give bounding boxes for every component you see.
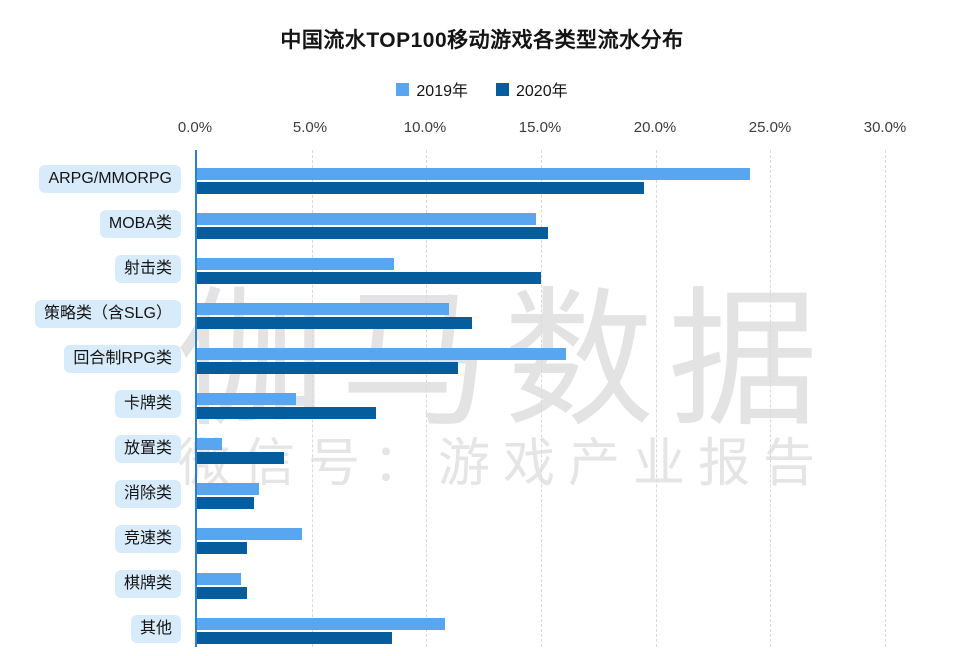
- bar-2020年-MOBA类: [197, 227, 548, 239]
- chart-title: 中国流水TOP100移动游戏各类型流水分布: [280, 29, 684, 52]
- bar-2020年-ARPG/MMORPG: [197, 182, 645, 194]
- x-axis-labels: 0.0% 5.0% 10.0% 15.0% 20.0% 25.0% 30.0%: [178, 119, 906, 139]
- watermark-wechat: 微信号：游戏产业报告: [178, 435, 829, 493]
- category-label: ARPG/MMORPG: [39, 165, 181, 193]
- bar-2019年-放置类: [197, 438, 223, 450]
- bar-2019年-射击类: [197, 258, 395, 270]
- legend-label-2020: 2020年: [516, 83, 568, 100]
- category-label-row: 射击类: [0, 240, 188, 285]
- legend-item-2019: 2019年: [396, 77, 468, 101]
- gridline: [770, 150, 772, 647]
- gridline: [885, 150, 886, 647]
- bar-2020年-竞速类: [197, 542, 248, 554]
- category-label-row: 消除类: [0, 465, 188, 510]
- bar-group: [197, 150, 885, 195]
- x-axis-tick-label: 5.0%: [292, 119, 328, 136]
- bar-group: [197, 600, 885, 645]
- category-label: 竞速类: [114, 525, 181, 553]
- category-label: 策略类（含SLG）: [34, 300, 181, 328]
- category-label: 放置类: [114, 435, 181, 463]
- legend-item-2020: 2020年: [496, 77, 568, 101]
- category-label: 其他: [130, 615, 181, 643]
- bar-group: [197, 555, 885, 600]
- bar-2020年-卡牌类: [197, 407, 376, 419]
- bar-2019年-棋牌类: [197, 573, 241, 585]
- gridline: [541, 150, 542, 647]
- category-label-row: 其他: [0, 600, 188, 645]
- bar-2020年-其他: [197, 632, 392, 644]
- category-label: 棋牌类: [114, 570, 181, 598]
- bar-group: [197, 465, 885, 510]
- bar-2020年-消除类: [197, 497, 255, 509]
- bar-2020年-放置类: [197, 452, 285, 464]
- gridline: [655, 150, 657, 647]
- x-axis-tick-label: 10.0%: [403, 119, 447, 136]
- x-axis-tick-label: 30.0%: [863, 119, 907, 136]
- bar-group: [197, 285, 885, 330]
- chart-legend: 2019年 2020年: [0, 77, 964, 101]
- category-label: 消除类: [114, 480, 181, 508]
- bar-2019年-策略类（含SLG）: [197, 303, 450, 315]
- category-label-row: 卡牌类: [0, 375, 188, 420]
- category-label-row: MOBA类: [0, 195, 188, 240]
- category-label-row: 棋牌类: [0, 555, 188, 600]
- bar-2020年-棋牌类: [197, 587, 248, 599]
- plot-area: [195, 150, 886, 647]
- legend-label-2019: 2019年: [416, 83, 468, 100]
- category-label: 回合制RPG类: [64, 345, 181, 373]
- bar-group: [197, 240, 885, 285]
- bar-2019年-其他: [197, 618, 445, 630]
- gridline: [311, 150, 313, 647]
- bar-2019年-消除类: [197, 483, 259, 495]
- bar-2020年-回合制RPG类: [197, 362, 459, 374]
- x-axis-tick-label: 0.0%: [177, 119, 213, 136]
- x-axis-tick-label: 25.0%: [748, 119, 792, 136]
- bar-2019年-MOBA类: [197, 213, 537, 225]
- bar-group: [197, 510, 885, 555]
- category-label-row: ARPG/MMORPG: [0, 150, 188, 195]
- category-label: 卡牌类: [114, 390, 181, 418]
- category-label-row: 放置类: [0, 420, 188, 465]
- bar-2020年-射击类: [197, 272, 541, 284]
- x-axis-tick-label: 15.0%: [518, 119, 562, 136]
- bar-2019年-竞速类: [197, 528, 303, 540]
- x-axis-tick-label: 20.0%: [633, 119, 677, 136]
- legend-swatch-2019-icon: [396, 82, 410, 96]
- category-label-row: 竞速类: [0, 510, 188, 555]
- bar-group: [197, 195, 885, 240]
- category-label: 射击类: [114, 255, 181, 283]
- category-label: MOBA类: [99, 210, 181, 238]
- bar-group: [197, 375, 885, 420]
- bar-2019年-卡牌类: [197, 393, 296, 405]
- bar-2020年-策略类（含SLG）: [197, 317, 473, 329]
- bar-2019年-回合制RPG类: [197, 348, 567, 360]
- category-label-row: 策略类（含SLG）: [0, 285, 188, 330]
- bar-group: [197, 330, 885, 375]
- gridline: [426, 150, 428, 647]
- category-labels: ARPG/MMORPG MOBA类射击类策略类（含SLG） 回合制RPG类卡牌类放置…: [0, 150, 188, 645]
- category-label-row: 回合制RPG类: [0, 330, 188, 375]
- bar-group: [197, 420, 885, 465]
- legend-swatch-2020-icon: [496, 82, 509, 96]
- bar-2019年-ARPG/MMORPG: [197, 168, 750, 180]
